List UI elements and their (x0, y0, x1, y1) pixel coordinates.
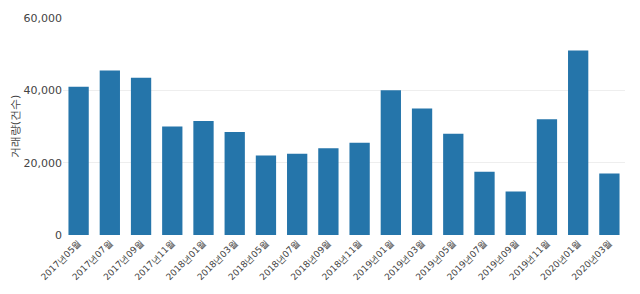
svg-text:20,000: 20,000 (24, 157, 63, 170)
svg-text:2017년05월: 2017년05월 (39, 238, 83, 282)
svg-text:2019년11월: 2019년11월 (507, 238, 551, 282)
svg-text:거래량(건수): 거래량(건수) (9, 95, 22, 159)
svg-text:2018년07월: 2018년07월 (258, 238, 302, 282)
svg-text:2019년05월: 2019년05월 (414, 238, 458, 282)
svg-text:2019년07월: 2019년07월 (445, 238, 489, 282)
svg-text:2017년07월: 2017년07월 (70, 238, 114, 282)
svg-text:60,000: 60,000 (24, 12, 63, 25)
svg-text:40,000: 40,000 (24, 84, 63, 97)
svg-text:2018년05월: 2018년05월 (226, 238, 270, 282)
svg-text:2019년09월: 2019년09월 (476, 238, 520, 282)
svg-text:2018년03월: 2018년03월 (195, 238, 239, 282)
svg-text:2017년11월: 2017년11월 (133, 238, 177, 282)
svg-text:2020년01월: 2020년01월 (539, 238, 583, 282)
svg-text:2018년09월: 2018년09월 (289, 238, 333, 282)
svg-text:2019년03월: 2019년03월 (383, 238, 427, 282)
svg-text:2020년03월: 2020년03월 (570, 238, 614, 282)
svg-text:0: 0 (55, 229, 62, 242)
svg-text:2017년09월: 2017년09월 (102, 238, 146, 282)
svg-text:2018년11월: 2018년11월 (320, 238, 364, 282)
svg-text:2018년01월: 2018년01월 (164, 238, 208, 282)
svg-text:2019년01월: 2019년01월 (351, 238, 395, 282)
